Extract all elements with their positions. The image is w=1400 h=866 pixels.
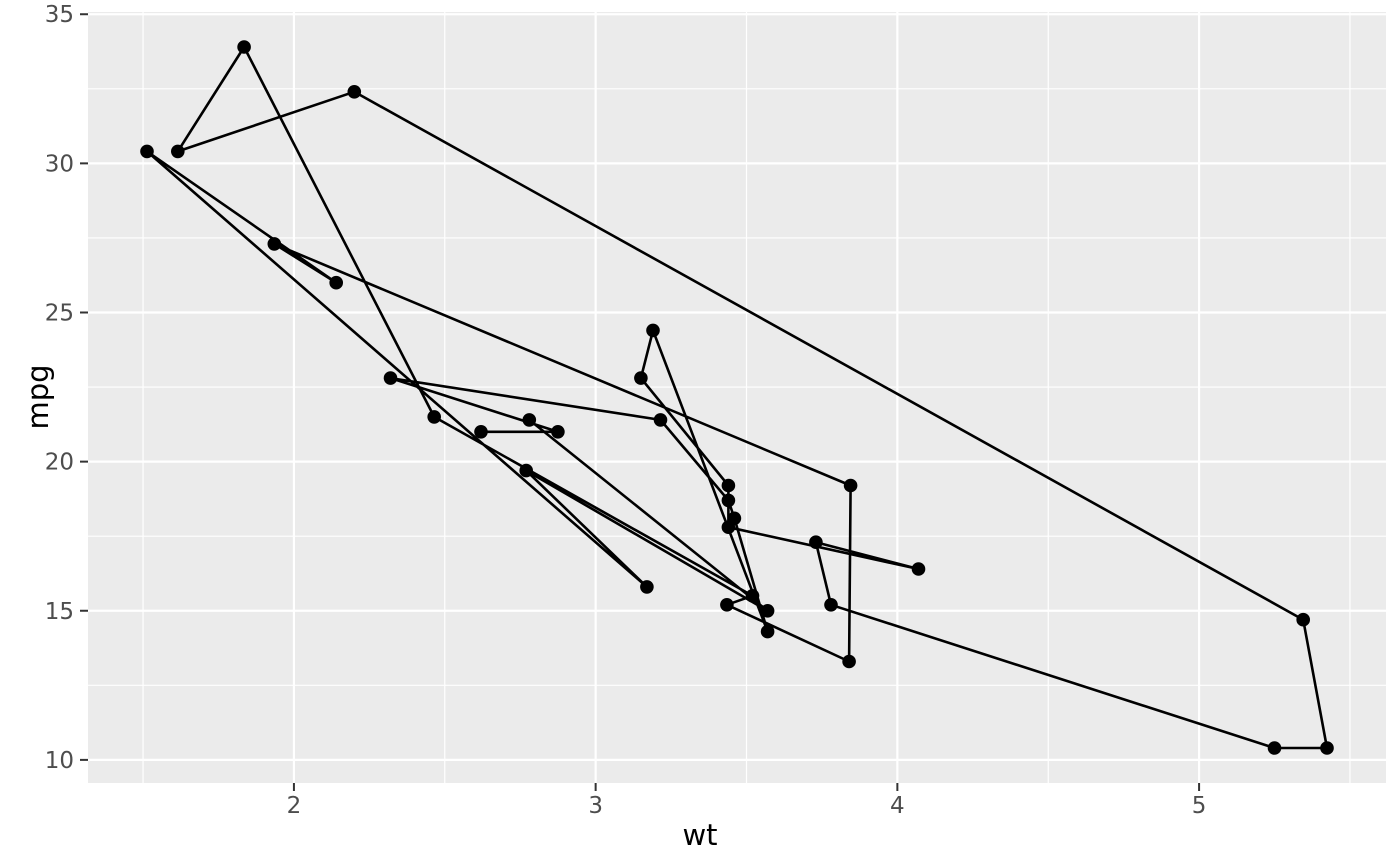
data-point [383,371,398,385]
data-point [809,535,823,549]
data-point [551,425,565,439]
data-point [760,624,775,639]
y-tick-label: 30 [45,151,74,177]
data-point [267,237,282,251]
data-point [634,371,648,385]
data-point [347,85,362,99]
data-point [237,40,251,54]
data-point [646,323,660,338]
y-tick-label: 15 [45,599,74,625]
data-point [1320,741,1334,755]
x-axis-title: wt [682,818,718,852]
data-point [427,410,442,424]
data-point [824,598,838,612]
data-point [745,589,760,603]
data-point [1267,741,1282,755]
y-axis-title: mpg [21,364,56,430]
data-path [145,45,1329,750]
data-point [474,425,488,439]
y-tick-label: 20 [45,450,74,476]
data-point [522,413,537,427]
data-point [842,654,856,669]
x-tick-label: 5 [1192,793,1207,819]
data-point [721,478,736,493]
data-point [329,275,344,290]
data-point [721,520,736,534]
data-point [171,144,185,159]
data-point [140,144,154,159]
x-tick-label: 3 [588,793,603,819]
data-point [1296,612,1310,627]
plot-panel [88,12,1386,783]
y-tick-label: 35 [45,2,74,28]
data-point [760,604,775,618]
data-point [911,562,926,576]
y-tick-label: 25 [45,300,74,326]
data-point [653,413,668,427]
data-point [843,478,858,493]
data-point [640,580,654,594]
x-tick-label: 4 [890,793,905,819]
x-tick-label: 2 [287,793,302,819]
y-tick-label: 10 [45,748,74,774]
data-point [720,598,734,612]
data-point [519,463,533,478]
data-point [721,493,736,508]
